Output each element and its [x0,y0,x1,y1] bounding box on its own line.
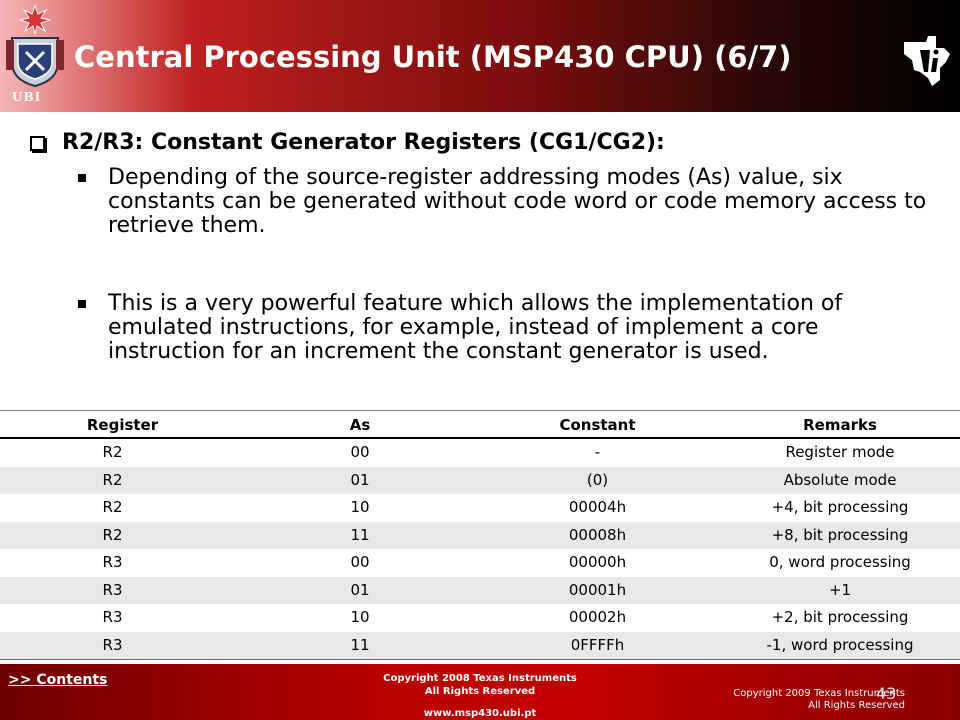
table-header-row: Register As Constant Remarks [0,411,960,439]
column-header-remarks: Remarks [803,416,877,434]
cell-constant: 0FFFFh [570,635,625,654]
cell-constant: 00001h [568,580,627,599]
copyright-line: All Rights Reserved [424,686,536,697]
slide-footer: >> Contents Copyright 2008 Texas Instrum… [0,664,960,720]
cell-remarks: -1, word processing [766,635,914,654]
table-body: R2 00 - Register mode R2 01 (0) Absolute… [0,439,960,659]
column-header-register: Register [86,416,159,434]
cell-register: R3 [102,635,123,654]
cell-as: 10 [350,608,370,626]
cell-remarks: +2, bit processing [771,608,909,626]
bullet-text: This is a very powerful feature which al… [108,291,843,364]
cell-remarks: 0, word processing [769,553,911,571]
texas-instruments-logo-icon [904,36,950,86]
cell-remarks: +1 [828,580,852,599]
table-row: R3 01 00001h +1 [0,576,960,604]
section-heading-text: R2/R3: Constant Generator Registers (CG1… [62,130,665,155]
bullet-item: This is a very powerful feature which al… [78,292,928,364]
cell-constant: 00008h [568,525,627,544]
table-row: R2 11 00008h +8, bit processing [0,521,960,549]
page-title: Central Processing Unit (MSP430 CPU) (6/… [74,40,792,74]
cell-register: R3 [102,553,123,571]
footer-copyright: Copyright 2008 Texas Instruments All Rig… [330,672,630,698]
constant-generator-table: Register As Constant Remarks R2 00 - Reg… [0,410,960,660]
cell-remarks: +8, bit processing [771,525,909,544]
bullet-item: Depending of the source-register address… [78,166,928,238]
copyright-line: Copyright 2009 Texas Instruments [733,688,905,699]
cell-remarks: +4, bit processing [771,498,909,516]
square-bullet-icon [78,300,86,308]
cell-as: 01 [350,470,370,489]
cell-register: R2 [102,470,123,489]
cell-as: 00 [350,553,370,571]
cell-register: R2 [102,443,123,461]
cell-as: 11 [350,525,370,544]
cell-as: 00 [350,443,370,461]
cell-remarks: Absolute mode [783,470,897,489]
table-row: R2 10 00004h +4, bit processing [0,494,960,522]
cell-constant: 00004h [568,498,627,516]
cell-as: 01 [350,580,370,599]
cell-register: R3 [102,608,123,626]
table-row: R3 11 0FFFFh -1, word processing [0,631,960,659]
cell-register: R2 [102,498,123,516]
copyright-line: All Rights Reserved [808,700,905,711]
column-header-constant: Constant [559,416,636,434]
column-header-as: As [349,416,371,434]
footer-url: www.msp430.ubi.pt [423,708,537,719]
bullet-text: Depending of the source-register address… [108,165,927,238]
contents-link[interactable]: >> Contents [8,672,108,688]
square-bullet-icon [78,174,86,182]
table-row: R3 10 00002h +2, bit processing [0,604,960,632]
ubi-crest-icon [6,4,64,88]
page-number: 43 [876,684,897,703]
cell-as: 10 [350,498,370,516]
cell-constant: - [594,443,601,461]
slide-header: UBI Central Processing Unit (MSP430 CPU)… [0,0,960,112]
cell-register: R2 [102,525,123,544]
cell-constant: 00002h [568,608,627,626]
ubi-logo-text: UBI [12,90,42,104]
table-row: R2 00 - Register mode [0,439,960,467]
table-row: R3 00 00000h 0, word processing [0,549,960,577]
slide-content: R2/R3: Constant Generator Registers (CG1… [0,112,960,410]
cell-constant: (0) [586,470,609,489]
footer-copyright-right: Copyright 2009 Texas Instruments All Rig… [700,688,905,712]
cell-as: 11 [350,635,370,654]
table-row: R2 01 (0) Absolute mode [0,466,960,494]
cell-constant: 00000h [568,553,627,571]
checkbox-bullet-icon [30,136,45,151]
cell-register: R3 [102,580,123,599]
section-heading: R2/R3: Constant Generator Registers (CG1… [30,130,930,155]
cell-remarks: Register mode [785,443,895,461]
copyright-line: Copyright 2008 Texas Instruments [383,673,577,684]
